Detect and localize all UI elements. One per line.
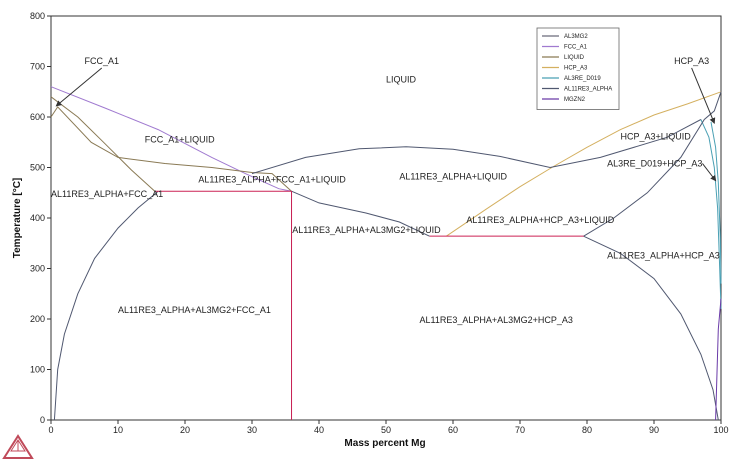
- y-tick-label: 400: [30, 213, 45, 223]
- region-label: FCC_A1+LIQUID: [145, 134, 215, 144]
- series-liquid-line: [50, 106, 292, 192]
- region-label: AL3RE_D019+HCP_A3: [607, 158, 702, 168]
- x-tick-label: 60: [448, 425, 458, 435]
- series-al11re3-alpha-line: [583, 91, 722, 237]
- triangle-logo-outline: [2, 434, 34, 459]
- x-tick-label: 90: [649, 425, 659, 435]
- legend-entry: AL3RE_D019: [564, 76, 601, 82]
- series-liquid-line: [50, 96, 156, 192]
- region-label: LIQUID: [386, 75, 417, 85]
- annotation-arrow: [702, 163, 717, 182]
- x-tick-label: 20: [180, 425, 190, 435]
- legend-entry: MGZN2: [564, 97, 586, 103]
- series-hcp-a3-line: [446, 91, 722, 237]
- region-label: AL11RE3_ALPHA+HCP_A3+LIQUID: [466, 215, 614, 225]
- region-label: HCP_A3: [674, 56, 709, 66]
- series-al11re3-alpha-line: [251, 119, 702, 175]
- legend-entry: AL3MG2: [564, 34, 588, 40]
- axis-ticks: 0 10 20 30 40 50 60 70 80 90 100 0 100 200 300 400 500 60…: [30, 11, 729, 435]
- legend-entry: HCP_A3: [564, 66, 588, 72]
- series-al11re3-alpha-line: [583, 235, 719, 421]
- series-al11re3-alpha-line: [53, 190, 159, 421]
- x-tick-label: 100: [713, 425, 728, 435]
- x-tick-label: 10: [113, 425, 123, 435]
- region-label: HCP_A3+LIQUID: [621, 132, 692, 142]
- x-tick-label: 30: [247, 425, 257, 435]
- x-tick-label: 0: [48, 425, 53, 435]
- series-fcc-a1-line: [50, 86, 292, 192]
- region-label: AL11RE3_ALPHA+AL3MG2+HCP_A3: [420, 315, 573, 325]
- y-tick-label: 0: [40, 415, 45, 425]
- reference-lines: [154, 190, 584, 420]
- x-tick-label: 40: [314, 425, 324, 435]
- region-label: AL11RE3_ALPHA+HCP_A3: [607, 250, 720, 260]
- legend-entry: LIQUID: [564, 55, 585, 61]
- x-axis-title: Mass percent Mg: [344, 438, 425, 449]
- series-al3re-d019-line: [700, 119, 722, 309]
- legend: AL3MG2 FCC_A1 LIQUID HCP_A3 AL3RE_D019 AL11RE…: [536, 27, 620, 110]
- y-axis-title: Temperature [°C]: [12, 178, 23, 259]
- region-label: AL11RE3_ALPHA+FCC_A1: [51, 189, 163, 199]
- legend-entry: FCC_A1: [564, 45, 588, 51]
- annotation-arrow: [55, 67, 103, 107]
- region-label: AL11RE3_ALPHA+LIQUID: [399, 172, 507, 182]
- region-label: AL11RE3_ALPHA+AL3MG2+LIQUID: [292, 225, 441, 235]
- annotations: FCC_A1 LIQUID FCC_A1+LIQUID AL11RE3_ALPHA+F…: [51, 56, 720, 325]
- y-tick-label: 700: [30, 62, 45, 72]
- y-tick-label: 500: [30, 163, 45, 173]
- legend-box: [536, 27, 620, 110]
- region-label: FCC_A1: [85, 56, 120, 66]
- region-label: AL11RE3_ALPHA+AL3MG2+FCC_A1: [118, 305, 271, 315]
- y-tick-label: 200: [30, 314, 45, 324]
- x-tick-label: 50: [381, 425, 391, 435]
- legend-entry: AL11RE3_ALPHA: [564, 87, 612, 93]
- series-al3re-d019-line: [710, 121, 722, 284]
- y-tick-label: 800: [30, 11, 45, 21]
- x-tick-label: 80: [582, 425, 592, 435]
- y-tick-label: 600: [30, 112, 45, 122]
- series-al11re3-alpha-line: [291, 190, 430, 237]
- y-tick-label: 100: [30, 365, 45, 375]
- annotation-arrow: [691, 67, 716, 124]
- region-label: AL11RE3_ALPHA+FCC_A1+LIQUID: [198, 175, 346, 185]
- series-mgzn2-line: [715, 298, 722, 421]
- x-tick-label: 70: [515, 425, 525, 435]
- y-tick-label: 300: [30, 264, 45, 274]
- triangle-logo-icon: [2, 434, 34, 459]
